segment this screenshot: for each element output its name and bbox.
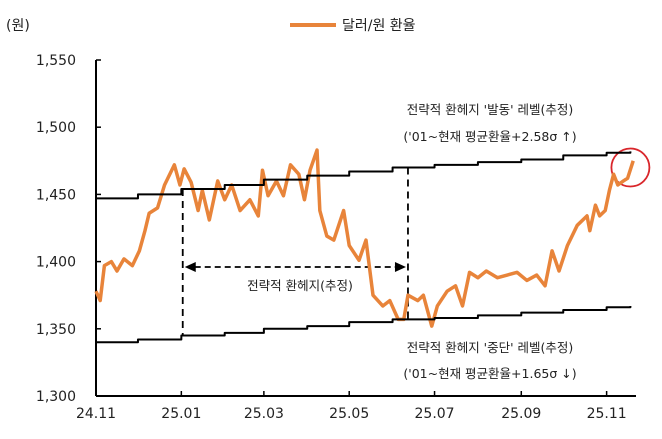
x-tick-label: 24.11 [76,406,116,422]
arrow-left-icon [184,261,196,272]
hedge-trigger-level-line [96,151,632,200]
highlight-circle [610,147,651,188]
x-tick-label: 25.11 [587,406,627,422]
y-tick-label: 1,500 [36,120,76,136]
y-tick-label: 1,300 [36,389,76,405]
upper-level-label: 전략적 환헤지 '발동' 레벨(추정) [407,102,574,117]
y-tick-label: 1,450 [36,187,76,203]
y-tick-label: 1,550 [36,53,76,69]
y-tick-label: 1,400 [36,255,76,271]
y-unit-label: (원) [6,18,30,34]
arrow-right-icon [394,261,406,272]
lower-level-sublabel: ('01~현재 평균환율+1.65σ ↓) [403,366,576,381]
x-tick-label: 25.09 [501,406,541,422]
x-tick-label: 25.07 [415,406,455,422]
y-tick-label: 1,350 [36,322,76,338]
usd-krw-rate-line [94,148,635,328]
x-tick-label: 25.05 [329,406,369,422]
hedge-period-label: 전략적 환헤지(추정) [247,278,353,293]
upper-level-sublabel: ('01~현재 평균환율+2.58σ ↑) [403,129,576,144]
hedge-stop-level-line [96,305,632,344]
legend: 달러/원 환율 [290,18,416,34]
x-tick-label: 25.01 [161,406,201,422]
x-tick-label: 25.03 [244,406,284,422]
lower-level-label: 전략적 환헤지 '중단' 레벨(추정) [407,340,574,355]
legend-label: 달러/원 환율 [342,18,416,34]
